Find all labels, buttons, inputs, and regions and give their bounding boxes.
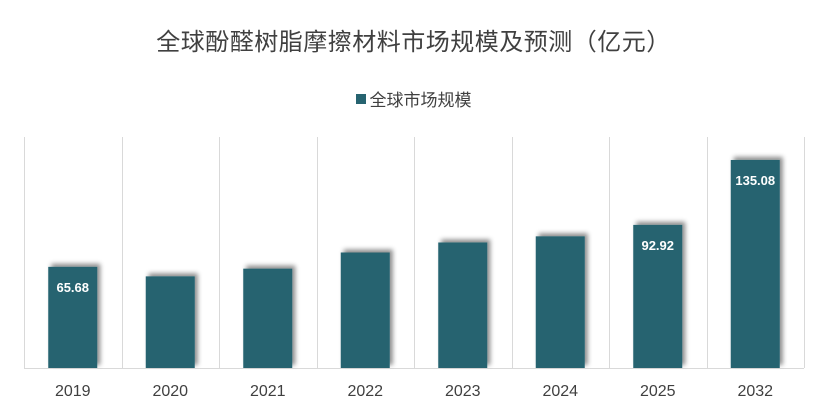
- legend-label: 全球市场规模: [369, 91, 472, 111]
- bar-2022: [340, 252, 390, 368]
- x-tick-label-2024: 2024: [542, 383, 578, 400]
- data-label-2032: 135.08: [735, 173, 775, 188]
- bar-2032: [730, 159, 780, 368]
- chart-title: 全球酚醛树脂摩擦材料市场规模及预测（亿元）: [156, 28, 671, 56]
- x-tick-label-2020: 2020: [152, 383, 188, 400]
- x-tick-label-2022: 2022: [347, 383, 383, 400]
- bar-2025: [633, 224, 683, 368]
- legend-swatch: [355, 94, 366, 104]
- x-tick-label-2019: 2019: [55, 383, 91, 400]
- data-label-2025: 92.92: [641, 238, 674, 253]
- bar-2019: [48, 266, 98, 368]
- bar-2023: [438, 242, 488, 368]
- data-label-2019: 65.68: [56, 280, 89, 295]
- x-tick-label-2025: 2025: [640, 383, 676, 400]
- x-tick-label-2023: 2023: [445, 383, 481, 400]
- bar-2020: [145, 276, 195, 368]
- bar-2021: [243, 268, 293, 368]
- x-tick-label-2021: 2021: [250, 383, 286, 400]
- bar-2024: [535, 236, 585, 368]
- x-tick-label-2032: 2032: [737, 383, 773, 400]
- legend: 全球市场规模: [0, 86, 827, 111]
